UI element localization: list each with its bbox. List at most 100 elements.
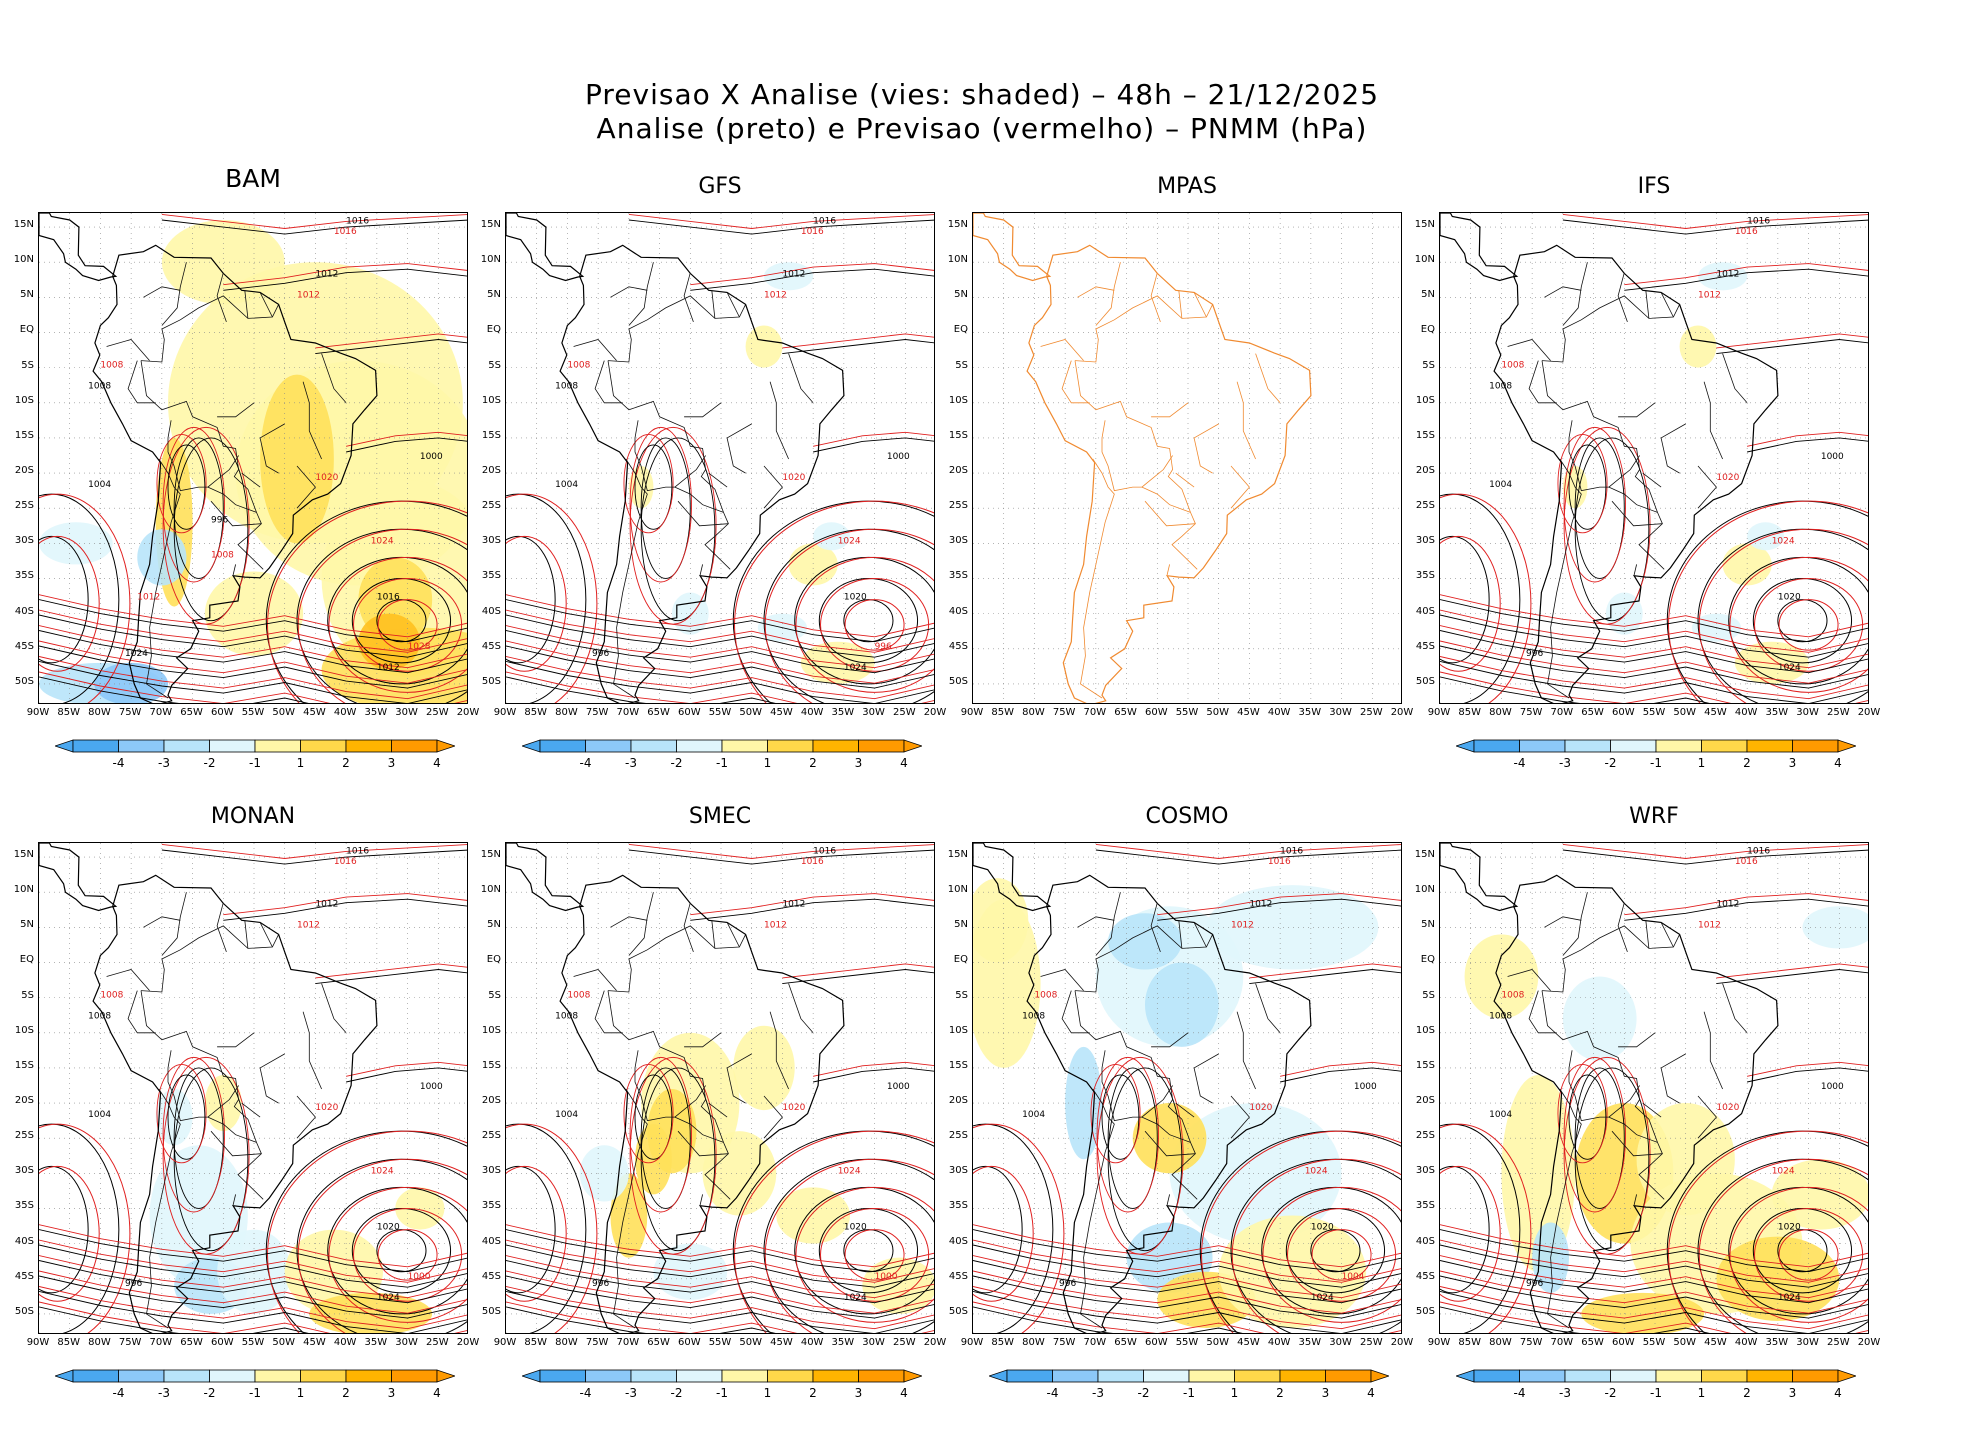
lat-tick-label: 45S <box>481 1270 501 1282</box>
lat-tick-label: 30S <box>481 535 501 547</box>
forecast-isobar <box>315 963 467 979</box>
lon-tick-label: 75W <box>118 707 142 718</box>
forecast-isobar <box>795 556 934 693</box>
lat-tick-label: 10S <box>14 394 34 406</box>
bias-blob <box>1771 1159 1868 1230</box>
colorbar-arrow-right <box>436 739 455 753</box>
country-border <box>763 1095 783 1139</box>
colorbar-arrow-right <box>903 739 922 753</box>
analysis-isobar <box>161 849 467 865</box>
bias-blob <box>1145 962 1219 1047</box>
lat-tick-label: 10S <box>948 394 968 406</box>
map-panel-cosmo: COSMO 15N 10N 5N EQ 5S 10S 15S 20S 25S 30S 35S 40S 45… <box>934 792 1414 1400</box>
lon-tick-label: 30W <box>395 707 418 718</box>
colorbar-segment <box>1655 1369 1702 1383</box>
country-border <box>1541 990 1665 1200</box>
analysis-pressure-label: 1020 <box>1778 1223 1801 1233</box>
forecast-isobar <box>1440 535 1501 672</box>
forecast-isobar <box>39 1239 467 1283</box>
bias-blob <box>745 325 783 368</box>
lon-tick-label: 25W <box>1826 707 1850 718</box>
analysis-isobar <box>1440 645 1868 689</box>
forecast-isobar <box>1440 1301 1868 1333</box>
analysis-isobar <box>1095 849 1401 865</box>
country-border <box>140 295 279 363</box>
analysis-isobar <box>1440 614 1868 658</box>
lon-tick-label: 40W <box>333 1337 357 1348</box>
lon-tick-label: 85W <box>524 707 548 718</box>
analysis-isobar <box>39 676 309 703</box>
analysis-pressure-label: 1024 <box>1311 1293 1334 1303</box>
forecast-pressure-label: 1024 <box>371 1166 394 1176</box>
analysis-pressure-label: 1012 <box>782 269 805 279</box>
lat-tick-label: 5S <box>955 989 968 1001</box>
analysis-isobar <box>39 535 89 664</box>
analysis-isobar <box>1280 1067 1401 1083</box>
map-svg: 1016 1012 1008 1004 1000 1020 1024 996 1016 1012 1… <box>506 843 934 1333</box>
analysis-isobar <box>223 898 467 921</box>
analysis-isobar <box>1440 1306 1710 1333</box>
colorbar-label: -1 <box>716 756 728 770</box>
country-border <box>1633 1194 1637 1206</box>
analysis-isobar <box>1562 849 1868 865</box>
lat-tick-label: 15S <box>14 429 34 441</box>
country-border <box>1095 262 1121 326</box>
analysis-isobar <box>173 437 249 622</box>
country-border <box>1255 353 1281 404</box>
colorbar-label: 3 <box>1788 756 1797 770</box>
colorbar-label: -3 <box>158 1386 170 1400</box>
country-border <box>1697 1095 1717 1139</box>
colorbar-arrow-left <box>1456 739 1475 753</box>
panel-title: GFS <box>698 174 742 199</box>
forecast-isobar <box>1729 1186 1868 1323</box>
colorbar-label: 4 <box>900 1386 908 1400</box>
colorbar-segment <box>767 1369 814 1383</box>
lon-tick-label: 40W <box>800 707 824 718</box>
forecast-isobar <box>377 1229 438 1281</box>
lon-tick-label: 85W <box>524 1337 548 1348</box>
forecast-isobar <box>1440 640 1868 684</box>
forecast-isobar <box>39 594 467 638</box>
lat-tick-label: 10S <box>948 1024 968 1036</box>
analysis-isobar <box>39 1306 309 1333</box>
lon-tick-label: 25W <box>425 1337 449 1348</box>
bias-blob <box>776 1187 850 1244</box>
country-border <box>167 420 239 492</box>
lon-tick-label: 85W <box>57 707 81 718</box>
country-border <box>167 1050 239 1122</box>
analysis-isobar <box>1440 660 1868 703</box>
forecast-pressure-label: 1016 <box>334 227 357 237</box>
country-border <box>1541 360 1665 570</box>
analysis-pressure-label: 996 <box>1059 1279 1076 1289</box>
lon-tick-label: 50W <box>1673 707 1697 718</box>
continent-outline <box>973 213 1052 282</box>
colorbar-label: -4 <box>112 756 125 770</box>
analysis-isobar <box>782 339 934 355</box>
forecast-isobar <box>1716 333 1868 349</box>
country-border <box>683 902 694 953</box>
panel-title: BAM <box>225 164 281 193</box>
lon-tick-label: 70W <box>1550 707 1574 718</box>
forecast-isobar <box>973 1286 1401 1330</box>
country-border <box>1236 1011 1256 1090</box>
lat-tick-label: 50S <box>948 1305 968 1317</box>
lon-tick-label: 85W <box>1458 1337 1482 1348</box>
colorbar-segment <box>539 739 586 753</box>
forecast-isobar <box>506 1286 934 1330</box>
lon-tick-label: 55W <box>241 707 265 718</box>
forecast-isobar <box>506 1301 934 1333</box>
lat-tick-label: 15S <box>1415 1059 1435 1071</box>
country-border <box>613 1088 648 1329</box>
country-border <box>726 292 740 318</box>
analysis-pressure-label: 1016 <box>1280 847 1303 857</box>
colorbar-label: -1 <box>1650 1386 1662 1400</box>
country-border <box>140 360 264 570</box>
colorbar-label: -2 <box>1604 1386 1617 1400</box>
lon-tick-label: 45W <box>303 707 326 718</box>
country-border <box>1255 983 1281 1034</box>
lat-tick-label: 30S <box>948 1165 968 1177</box>
lat-tick-label: 5S <box>21 359 34 371</box>
lat-tick-label: 20S <box>481 465 501 477</box>
forecast-isobar <box>1249 963 1401 979</box>
lat-tick-label: 40S <box>948 1235 968 1247</box>
